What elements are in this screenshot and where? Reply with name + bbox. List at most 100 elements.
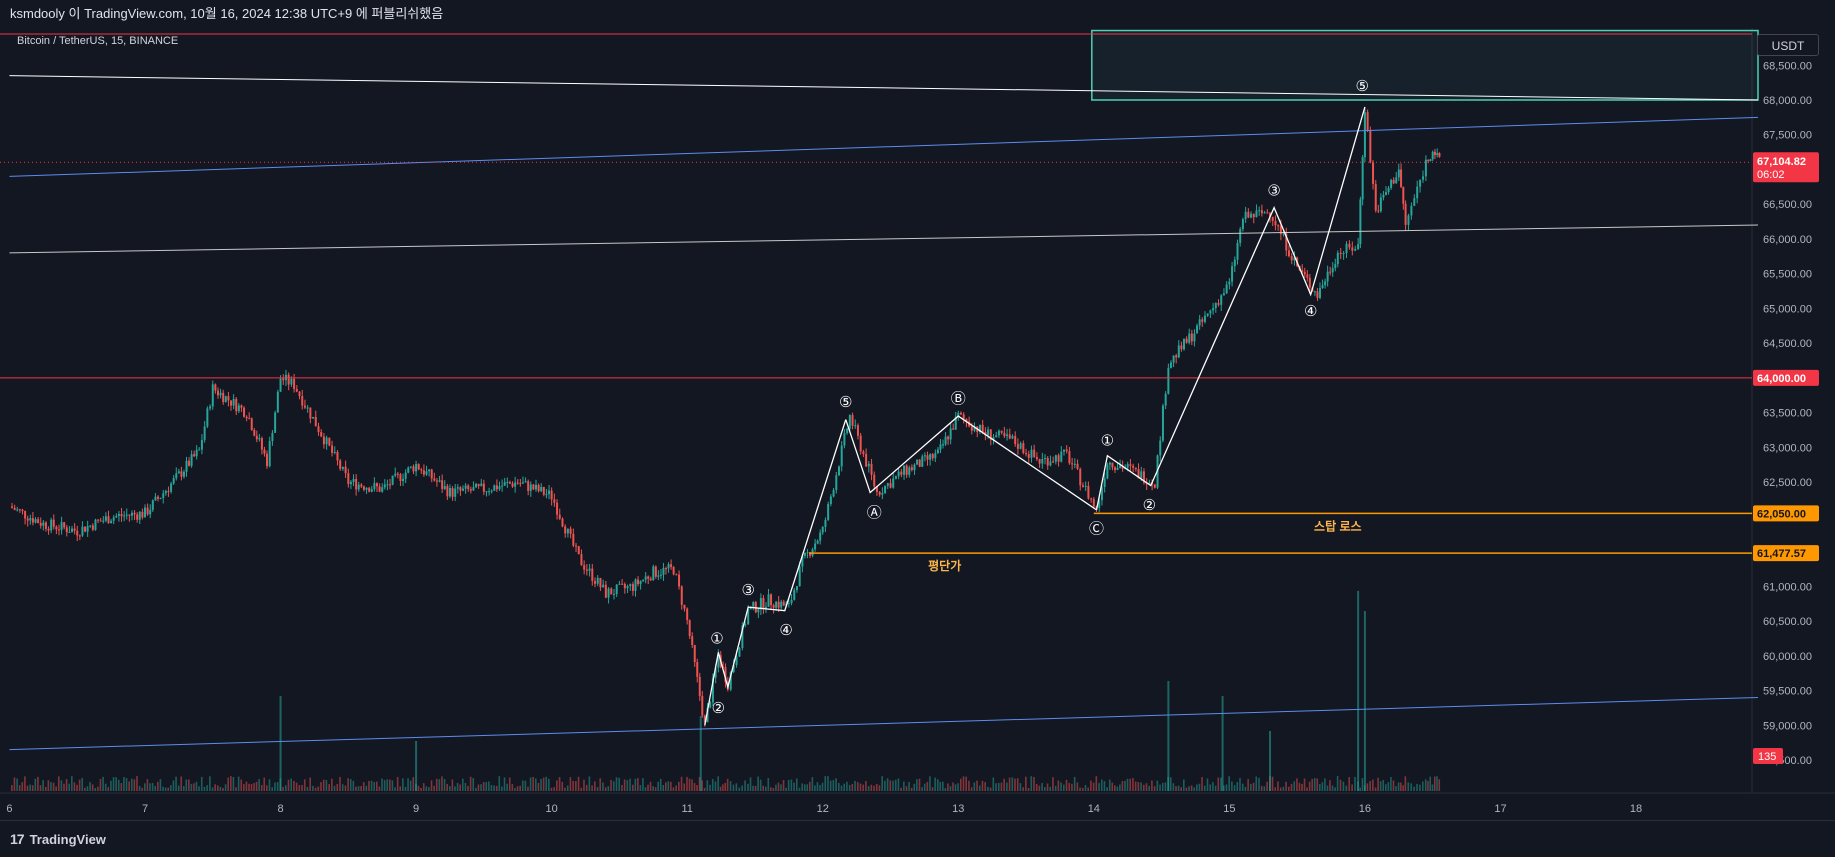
- candle-body: [1188, 333, 1191, 343]
- lower-channel-blue[interactable]: [9, 696, 1759, 751]
- candle-body: [714, 667, 717, 678]
- gray-mid-line[interactable]: [9, 224, 1758, 254]
- volume-bar: [55, 786, 57, 791]
- volume-bar: [177, 785, 180, 791]
- candle-body: [1167, 368, 1170, 394]
- candle-body: [649, 578, 652, 581]
- target-zone-box[interactable]: [1091, 29, 1759, 101]
- volume-bar: [1062, 784, 1065, 791]
- volume-bar: [848, 784, 851, 791]
- volume-bar: [260, 784, 263, 791]
- candle-body: [1016, 444, 1019, 449]
- volume-bar: [537, 782, 540, 791]
- upper-channel-blue[interactable]: [9, 116, 1759, 177]
- candle-body: [770, 594, 773, 606]
- volume-bar: [1316, 778, 1319, 791]
- volume-bar: [1142, 784, 1145, 791]
- candle-body: [248, 418, 251, 420]
- candle-body: [157, 496, 160, 499]
- candle-body: [1255, 210, 1258, 218]
- candle-body: [572, 533, 575, 546]
- candle-body: [417, 464, 420, 470]
- volume-bar: [696, 785, 698, 791]
- candle-body: [1100, 487, 1103, 501]
- y-tick-label: 66,000.00: [1763, 234, 1812, 246]
- average-61477-price-tag: [1753, 545, 1819, 562]
- volume-bar: [1288, 786, 1290, 791]
- volume-bar: [1306, 787, 1308, 791]
- candle-body: [944, 436, 947, 445]
- candle-body: [1400, 169, 1403, 187]
- volume-spike: [1221, 696, 1224, 791]
- currency-button[interactable]: USDT: [1757, 34, 1819, 56]
- candle-body: [884, 485, 887, 494]
- candle-body: [1081, 485, 1084, 487]
- tradingview-logo-icon[interactable]: 17: [10, 831, 25, 847]
- candle-body: [222, 392, 225, 403]
- x-tick-label: 17: [1494, 803, 1506, 815]
- volume-bar: [1177, 785, 1180, 791]
- candle-body: [1159, 440, 1162, 456]
- candle-body: [954, 416, 957, 430]
- candle-body: [764, 606, 767, 609]
- candle-body: [537, 484, 540, 492]
- volume-bar: [1326, 785, 1329, 791]
- volume-bar: [1404, 776, 1407, 791]
- volume-bar: [1175, 786, 1177, 791]
- volume-bar: [1214, 785, 1217, 791]
- resistance-64000-price-tag: [1753, 369, 1819, 386]
- volume-bar: [1277, 781, 1279, 791]
- candle-body: [1407, 215, 1410, 225]
- volume-bar: [336, 783, 339, 791]
- y-tick-label: 60,000.00: [1763, 651, 1812, 663]
- volume-bar: [1079, 787, 1081, 791]
- elliott-wave-2[interactable]: [845, 415, 1097, 511]
- candle-body: [717, 655, 720, 668]
- candle-body: [1288, 250, 1291, 257]
- white-trend-top[interactable]: [9, 75, 1758, 101]
- volume-bar: [1046, 783, 1049, 791]
- volume-bar: [688, 778, 691, 791]
- volume-bar: [1153, 786, 1156, 791]
- volume-bar: [859, 783, 862, 791]
- candle-body: [829, 496, 832, 504]
- stop-loss-62050-caption: 스탑 로스: [1314, 519, 1362, 533]
- candle-body: [1000, 430, 1003, 433]
- candle-body: [594, 581, 597, 584]
- volume-bar: [921, 787, 923, 791]
- volume-bar: [965, 776, 968, 791]
- y-tick-label: 62,500.00: [1763, 477, 1812, 489]
- volume-bar: [1431, 784, 1434, 791]
- candle-body: [110, 520, 113, 524]
- candle-body: [1424, 159, 1427, 177]
- volume-bar: [1351, 784, 1353, 791]
- volume-bar: [243, 784, 245, 791]
- volume-bar: [942, 781, 944, 791]
- volume-bar: [157, 781, 159, 791]
- candle-body: [978, 424, 981, 432]
- candle-body: [859, 435, 862, 452]
- volume-bar: [214, 784, 216, 791]
- volume-bar: [42, 780, 44, 791]
- candle-body: [561, 518, 564, 527]
- candle-body: [352, 478, 355, 482]
- volume-bar: [665, 782, 667, 791]
- candle-body: [824, 519, 827, 527]
- candle-body: [889, 483, 892, 488]
- candle-body: [612, 594, 615, 596]
- candle-body: [172, 478, 175, 484]
- volume-bar: [757, 776, 759, 791]
- symbol-title: Bitcoin / TetherUS, 15, BINANCE: [17, 35, 178, 47]
- volume-bar: [556, 780, 558, 791]
- chart-area[interactable]: 스탑 로스 평단가 ① ② ③ ④ ⑤ Ⓐ Ⓑ Ⓒ ① ② ③ ④ ⑤ 68,500.00 68,000.0…: [0, 28, 1835, 820]
- candle-body: [188, 460, 191, 466]
- volume-bar: [918, 778, 921, 791]
- candle-body: [16, 509, 19, 511]
- candle-body: [793, 590, 796, 600]
- elliott-wave-1[interactable]: [704, 419, 847, 726]
- tradingview-wordmark[interactable]: TradingView: [29, 831, 106, 847]
- volume-bar: [900, 787, 902, 791]
- elliott-wave-3[interactable]: [1095, 106, 1366, 511]
- candle-body: [162, 493, 165, 498]
